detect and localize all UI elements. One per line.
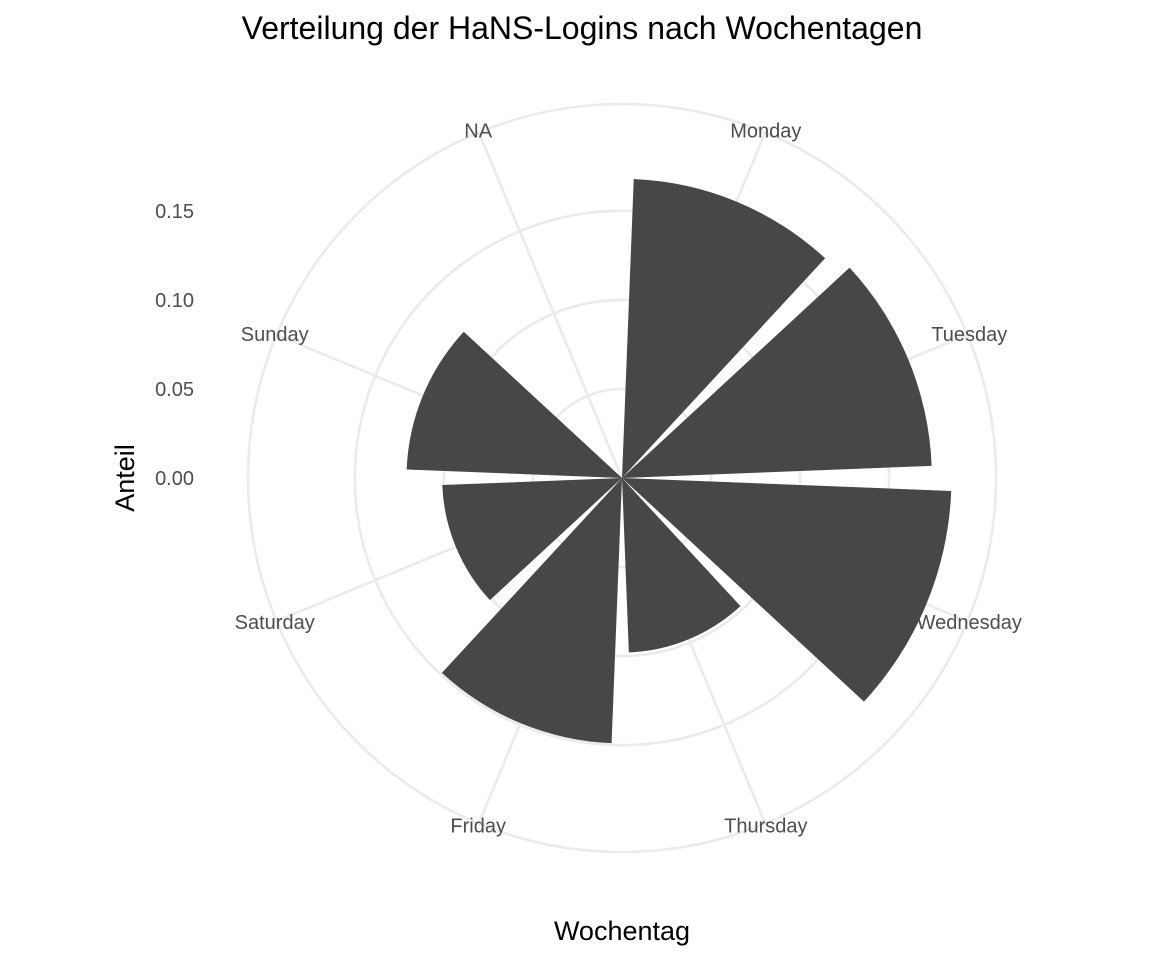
category-label-wednesday: Wednesday xyxy=(917,612,1022,634)
y-tick-label-2: 0.10 xyxy=(155,290,194,312)
chart-title: Verteilung der HaNS-Logins nach Wochenta… xyxy=(242,10,923,46)
grid-ring-2 xyxy=(353,209,891,747)
category-label-monday: Monday xyxy=(730,121,801,143)
category-label-layer: Monday Tuesday Wednesday Thursday Friday Satu… xyxy=(235,121,1022,838)
category-label-thursday: Thursday xyxy=(724,815,807,837)
bar-monday xyxy=(622,179,826,478)
category-label-friday: Friday xyxy=(450,815,506,837)
category-label-sunday: Sunday xyxy=(241,324,309,346)
bar-friday xyxy=(441,478,622,744)
grid-spoke-na xyxy=(477,131,624,479)
bar-wednesday xyxy=(622,478,952,702)
category-label-tuesday: Tuesday xyxy=(931,324,1007,346)
x-axis-title: Wochentag xyxy=(554,916,690,946)
y-tick-label-layer: 0.00 0.05 0.10 0.15 xyxy=(155,201,194,490)
grid-ring-1 xyxy=(442,298,802,658)
grid-ring-3 xyxy=(246,102,998,854)
bar-sunday xyxy=(406,331,622,478)
category-label-saturday: Saturday xyxy=(235,612,315,634)
bar-tuesday xyxy=(622,267,932,478)
category-label-na: NA xyxy=(464,121,492,143)
grid-ring-0 xyxy=(531,387,713,569)
bar-layer xyxy=(406,179,952,744)
y-tick-label-3: 0.15 xyxy=(155,201,194,223)
bar-thursday xyxy=(622,478,741,653)
bar-saturday xyxy=(442,478,622,601)
y-axis-title: Anteil xyxy=(110,444,140,512)
y-tick-label-1: 0.05 xyxy=(155,379,194,401)
y-tick-label-0: 0.00 xyxy=(155,468,194,490)
